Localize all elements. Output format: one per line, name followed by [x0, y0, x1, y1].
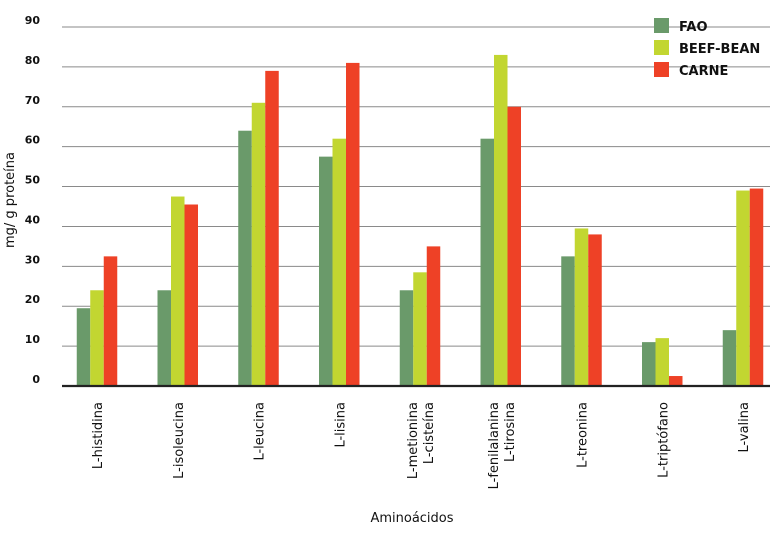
- bar-beef-bean-1: [171, 196, 185, 386]
- bar-fao-5: [480, 138, 494, 386]
- y-axis-title: mg/ g proteína: [3, 152, 18, 248]
- bar-carne-8: [749, 188, 764, 386]
- x-category-label: L-treonina: [576, 402, 591, 468]
- bar-carne-5: [507, 106, 521, 387]
- legend-label: BEEF-BEAN: [679, 42, 760, 57]
- bar-beef-bean-7: [655, 338, 669, 386]
- legend-label: CARNE: [679, 64, 728, 79]
- x-category-label: L-tirosina: [503, 402, 518, 462]
- y-axis-ticks: 0 10 20 30 40 50 60 70 80 90: [25, 14, 41, 386]
- y-tick-label: 20: [25, 293, 41, 306]
- x-category-label: L-histidina: [91, 402, 106, 469]
- bar-carne-7: [669, 376, 683, 386]
- x-category-label: L-cisteína: [422, 402, 437, 464]
- bar-fao-0: [76, 308, 91, 386]
- bar-carne-6: [588, 234, 602, 386]
- x-category-label: L-fenilalanina: [487, 402, 502, 489]
- bars: [76, 54, 764, 387]
- bar-fao-1: [157, 290, 171, 386]
- y-tick-label: 0: [32, 373, 40, 386]
- bar-fao-7: [642, 342, 656, 386]
- bar-beef-bean-8: [736, 190, 750, 386]
- bar-fao-6: [561, 256, 575, 386]
- legend: FAO BEEF-BEAN CARNE: [654, 18, 760, 79]
- bar-carne-0: [103, 256, 118, 386]
- bar-beef-bean-2: [251, 102, 266, 387]
- x-category-label: L-isoleucina: [172, 402, 187, 479]
- x-axis-category-labels: L-histidina L-isoleucina L-leucina L-lisina…: [91, 402, 752, 489]
- bar-carne-3: [346, 62, 360, 387]
- bar-fao-2: [238, 130, 252, 386]
- legend-swatch-carne: [654, 62, 669, 77]
- bar-beef-bean-4: [413, 272, 427, 386]
- bar-fao-8: [722, 330, 737, 386]
- bar-fao-3: [319, 156, 333, 386]
- bar-beef-bean-3: [332, 138, 346, 386]
- y-tick-label: 80: [25, 54, 41, 67]
- x-category-label: L-metionina: [406, 402, 421, 479]
- x-category-label: L-triptófano: [656, 402, 671, 478]
- y-tick-label: 60: [25, 134, 41, 147]
- y-tick-label: 10: [25, 333, 41, 346]
- x-axis-title: Aminoácidos: [370, 511, 453, 526]
- x-category-label: L-lisina: [333, 402, 348, 448]
- bar-carne-4: [426, 246, 441, 386]
- bar-fao-4: [399, 290, 414, 386]
- y-tick-label: 40: [25, 213, 41, 226]
- bar-beef-bean-6: [574, 228, 589, 386]
- y-tick-label: 90: [25, 14, 41, 27]
- legend-swatch-fao: [654, 18, 669, 33]
- x-category-label: L-valina: [737, 402, 752, 452]
- legend-swatch-beef-bean: [654, 40, 669, 55]
- bar-beef-bean-0: [90, 290, 104, 386]
- y-tick-label: 50: [25, 174, 41, 187]
- y-tick-label: 70: [25, 94, 41, 107]
- x-category-label: L-leucina: [253, 402, 268, 461]
- y-tick-label: 30: [25, 253, 41, 266]
- bar-beef-bean-5: [494, 54, 508, 387]
- legend-label: FAO: [679, 20, 708, 35]
- bar-carne-1: [184, 204, 198, 386]
- bar-carne-2: [265, 70, 279, 386]
